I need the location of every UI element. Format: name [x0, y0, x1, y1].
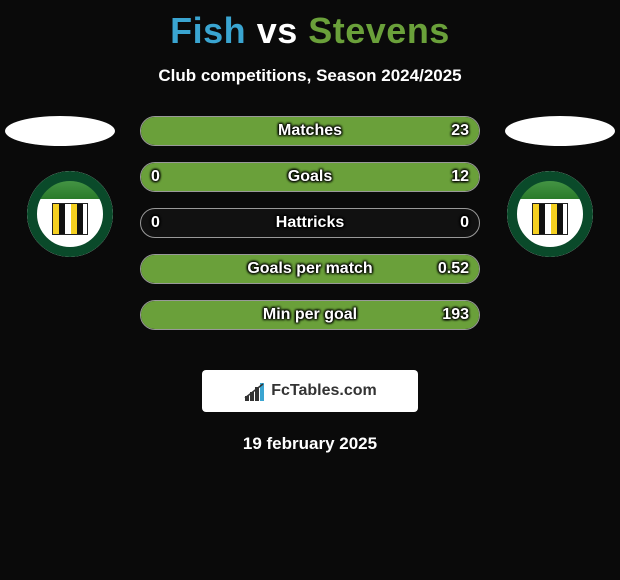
player-b-avatar-placeholder — [505, 116, 615, 146]
player-a-avatar-placeholder — [5, 116, 115, 146]
stat-row: 0 Hattricks 0 — [140, 208, 480, 238]
stat-value-b: 0 — [460, 214, 469, 232]
club-badge-icon — [31, 175, 109, 253]
stat-value-a: 0 — [151, 168, 160, 186]
vs-text: vs — [257, 10, 298, 51]
brand-text: FcTables.com — [271, 382, 377, 400]
club-badge-icon — [511, 175, 589, 253]
subtitle: Club competitions, Season 2024/2025 — [0, 66, 620, 86]
stat-value-a: 0 — [151, 214, 160, 232]
stat-row: Goals per match 0.52 — [140, 254, 480, 284]
stat-row: Min per goal 193 — [140, 300, 480, 330]
player-a-club-badge — [27, 171, 113, 257]
stat-value-b: 23 — [451, 122, 469, 140]
brand-attribution: FcTables.com — [202, 370, 418, 412]
bar-chart-icon — [243, 381, 267, 401]
stat-label: Min per goal — [263, 306, 357, 324]
stats-list: Matches 23 0 Goals 12 0 Hattricks 0 Goals per ma… — [140, 116, 480, 346]
stat-value-b: 193 — [442, 306, 469, 324]
page-title: Fish vs Stevens — [0, 0, 620, 52]
footer-date: 19 february 2025 — [0, 434, 620, 454]
stat-label: Hattricks — [276, 214, 344, 232]
player-b-name: Stevens — [308, 10, 450, 51]
stat-row: 0 Goals 12 — [140, 162, 480, 192]
stat-label: Goals per match — [247, 260, 372, 278]
player-b-club-badge — [507, 171, 593, 257]
comparison-panel: Matches 23 0 Goals 12 0 Hattricks 0 Goals per ma… — [0, 116, 620, 346]
stat-value-b: 0.52 — [438, 260, 469, 278]
stat-row: Matches 23 — [140, 116, 480, 146]
stat-label: Goals — [288, 168, 332, 186]
stat-label: Matches — [278, 122, 342, 140]
player-a-name: Fish — [170, 10, 246, 51]
stat-value-b: 12 — [451, 168, 469, 186]
